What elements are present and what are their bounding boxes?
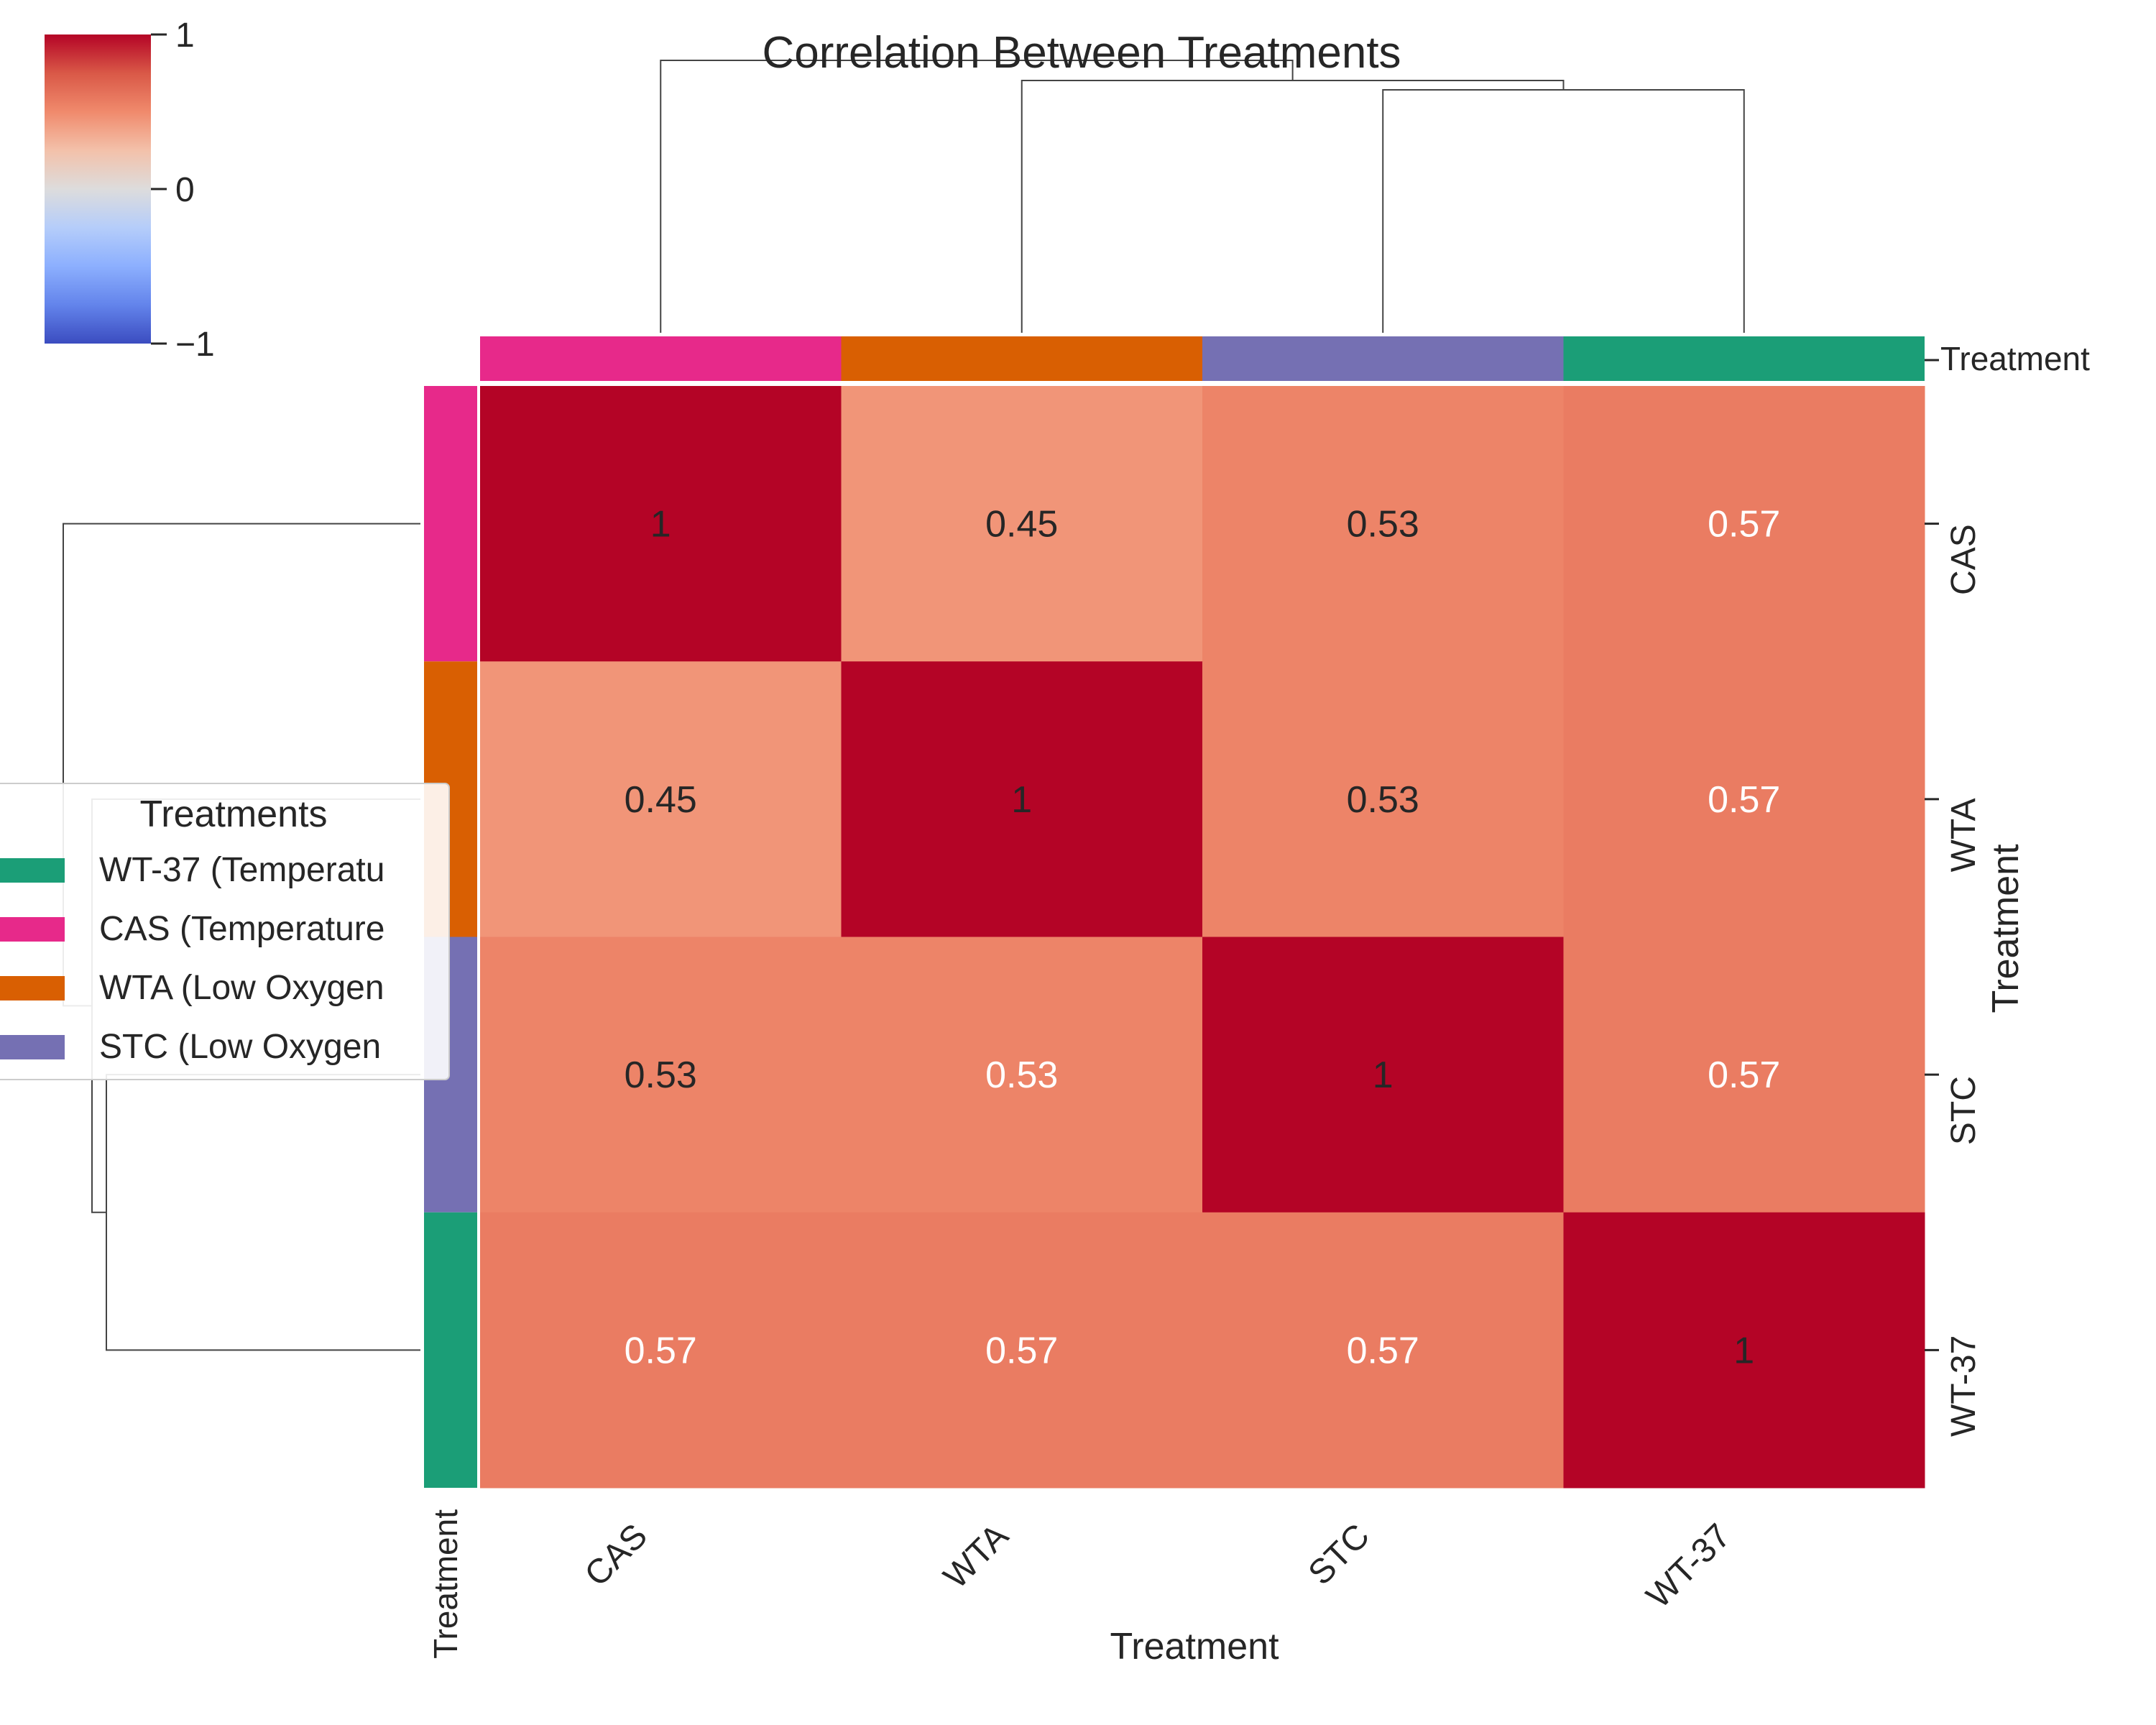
x-axis-label: Treatment — [1110, 1626, 1279, 1668]
cell-value-label: 0.57 — [625, 1330, 697, 1371]
y-tick-label: WT-37 — [1945, 1335, 1983, 1437]
cell-value-label: 0.57 — [1347, 1330, 1419, 1371]
cell-value-label: 0.45 — [625, 779, 697, 821]
heatmap-cell — [480, 1212, 842, 1489]
colorbar-ticks: 1 0 −1 — [151, 17, 215, 364]
y-tick-label: WTA — [1945, 798, 1983, 872]
legend-frame — [0, 783, 450, 1080]
heatmap-cell-labels: 1 0.45 0.53 0.57 0.45 1 0.53 0.57 0.53 0.53 1 0.57 0… — [625, 504, 1781, 1372]
column-color-cell — [841, 336, 1202, 381]
heatmap-cell — [1202, 937, 1564, 1213]
cell-value-label: 0.57 — [985, 1330, 1058, 1371]
heatmap-cell — [480, 937, 842, 1213]
cell-value-label: 0.53 — [1347, 504, 1419, 546]
column-color-cell — [480, 336, 842, 381]
heatmap-cell — [841, 1212, 1203, 1489]
legend-title: Treatments — [139, 794, 327, 835]
cell-value-label: 1 — [1733, 1330, 1754, 1371]
colorbar-tick-label: 0 — [175, 171, 195, 209]
dendrogram-branch — [660, 60, 1294, 333]
heatmap-cell — [1202, 661, 1564, 937]
cell-value-label: 1 — [1011, 779, 1032, 821]
heatmap-cell — [1202, 386, 1564, 662]
y-tick-label: STC — [1945, 1076, 1983, 1145]
chart-title: Correlation Between Treatments — [762, 28, 1401, 78]
y-tick-label: CAS — [1945, 524, 1983, 595]
row-color-cell — [424, 386, 477, 662]
cell-value-label: 0.57 — [1708, 779, 1780, 821]
heatmap-cell — [1563, 937, 1925, 1213]
row-colors-label: Treatment — [427, 1509, 464, 1659]
colorbar-gradient — [45, 34, 151, 344]
cell-value-label: 0.57 — [1708, 1054, 1780, 1096]
heatmap-cell — [841, 386, 1203, 662]
heatmap-cell — [480, 386, 842, 662]
column-dendrogram — [660, 60, 1745, 333]
heatmap-cells — [480, 386, 1925, 1489]
y-axis-label: Treatment — [1985, 844, 2027, 1013]
heatmap-cell — [1563, 661, 1925, 937]
row-color-cell — [424, 1212, 477, 1488]
legend: Treatments WT-37 (Temperatu CAS (Temperat… — [0, 783, 450, 1080]
cell-value-label: 0.53 — [625, 1054, 697, 1096]
heatmap-cell — [1563, 1212, 1925, 1489]
cell-value-label: 0.53 — [985, 1054, 1058, 1096]
legend-swatch — [0, 1035, 65, 1059]
cell-value-label: 1 — [650, 504, 671, 546]
cell-value-label: 0.53 — [1347, 779, 1419, 821]
column-color-bar — [480, 336, 1925, 381]
cell-value-label: 0.45 — [985, 504, 1058, 546]
heatmap-cell — [1202, 1212, 1564, 1489]
legend-swatch — [0, 858, 65, 883]
heatmap-cell — [841, 937, 1203, 1213]
legend-label: STC (Low Oxygen — [99, 1028, 381, 1066]
cell-value-label: 1 — [1373, 1054, 1393, 1096]
colorbar-tick-label: 1 — [175, 17, 195, 55]
column-color-cell — [1202, 336, 1564, 381]
heatmap-cell — [1563, 386, 1925, 662]
column-colors-label: Treatment — [1940, 340, 2090, 377]
heatmap-cell — [480, 661, 842, 937]
heatmap-cell — [841, 661, 1203, 937]
colorbar: 1 0 −1 — [45, 17, 215, 364]
legend-label: CAS (Temperature — [99, 910, 384, 948]
column-color-cell — [1563, 336, 1925, 381]
colorbar-tick-label: −1 — [175, 326, 215, 364]
legend-label: WTA (Low Oxygen — [99, 969, 384, 1007]
legend-entries: WT-37 (Temperatu CAS (Temperature WTA (Low… — [0, 851, 384, 1066]
legend-swatch — [0, 976, 65, 1000]
cell-value-label: 0.57 — [1708, 504, 1780, 546]
legend-label: WT-37 (Temperatu — [99, 851, 384, 889]
legend-swatch — [0, 917, 65, 942]
